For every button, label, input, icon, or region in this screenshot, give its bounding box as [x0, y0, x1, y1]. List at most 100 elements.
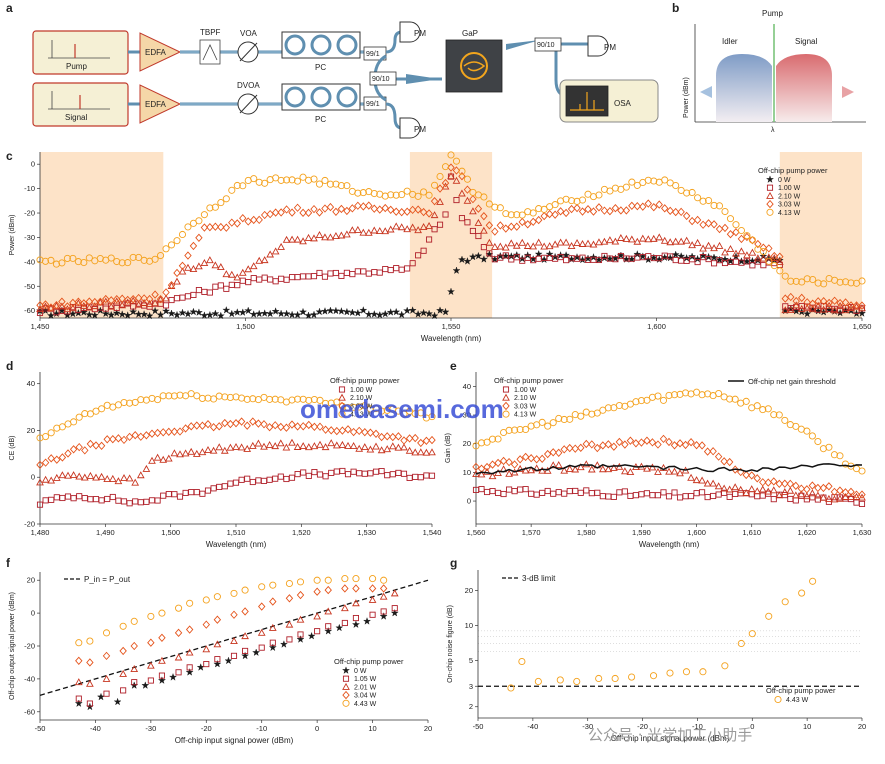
data-point	[245, 279, 252, 286]
data-point	[808, 481, 817, 490]
data-point	[299, 237, 307, 245]
data-point	[209, 446, 218, 454]
x-tick-label-1: 1,490	[96, 528, 115, 537]
data-point	[491, 203, 499, 211]
data-point	[387, 205, 395, 214]
y-tick-label-4: 2	[469, 702, 473, 711]
data-point	[659, 463, 668, 471]
data-point	[555, 489, 562, 496]
data-point	[260, 420, 268, 429]
b-pump-label: Pump	[762, 9, 783, 18]
data-point	[765, 244, 773, 253]
data-point	[69, 254, 77, 262]
data-point	[267, 276, 274, 283]
data-point	[494, 458, 502, 468]
data-point	[332, 207, 340, 216]
data-point	[260, 256, 269, 264]
data-point	[321, 273, 329, 280]
data-point	[277, 473, 284, 480]
data-point	[510, 460, 519, 469]
data-point	[400, 410, 408, 418]
data-point	[776, 252, 784, 261]
data-point	[332, 269, 339, 277]
data-point	[76, 493, 83, 500]
data-point	[195, 233, 203, 242]
data-point	[86, 471, 95, 479]
data-point	[297, 631, 304, 638]
data-point	[135, 253, 143, 262]
data-point	[742, 488, 751, 496]
data-point	[397, 310, 406, 319]
data-point	[36, 501, 44, 508]
data-point	[355, 444, 364, 452]
data-point	[463, 257, 472, 265]
data-point	[216, 311, 225, 320]
data-point	[261, 274, 268, 281]
data-point	[266, 395, 274, 403]
osa-label: OSA	[614, 99, 632, 108]
data-point	[584, 205, 592, 214]
data-point	[403, 207, 411, 216]
data-point	[775, 479, 783, 488]
data-point	[507, 211, 515, 219]
data-point	[513, 222, 521, 231]
data-point	[173, 268, 181, 278]
data-point	[556, 676, 564, 684]
data-point	[277, 208, 285, 217]
gap-microring	[460, 52, 488, 80]
data-point	[299, 442, 308, 450]
x-tick-label-6: 1,540	[423, 528, 442, 537]
pc-bottom-loop-2	[310, 86, 332, 108]
data-point	[91, 297, 99, 307]
data-point	[560, 415, 568, 424]
data-point	[210, 395, 218, 403]
pc-top-loops	[281, 31, 361, 59]
data-point	[241, 607, 249, 616]
data-point	[610, 442, 618, 451]
y-tick-label-3: 40	[27, 379, 35, 388]
data-point	[830, 495, 839, 503]
data-point	[375, 310, 384, 319]
data-point	[666, 179, 674, 187]
data-point	[87, 496, 94, 503]
data-point	[425, 221, 433, 229]
data-point	[192, 449, 201, 457]
data-point	[521, 466, 530, 474]
data-point	[759, 247, 767, 256]
data-point	[313, 587, 321, 596]
data-point	[333, 468, 340, 475]
pump-label: Pump	[66, 62, 87, 71]
data-point	[237, 417, 246, 426]
data-point	[792, 497, 799, 504]
x-tick-label-0: 1,480	[31, 528, 50, 537]
data-point	[256, 276, 263, 283]
data-point	[288, 176, 296, 184]
data-point	[304, 208, 313, 218]
data-point	[359, 306, 368, 314]
data-point	[58, 259, 66, 267]
y-tick-label-5: -50	[24, 282, 35, 291]
data-point	[554, 460, 563, 468]
data-point	[337, 182, 345, 190]
data-point	[101, 309, 110, 318]
data-point	[63, 305, 72, 313]
data-point	[211, 222, 220, 231]
x-axis-label: Wavelength (nm)	[639, 540, 700, 549]
y-tick-label-6: -60	[24, 306, 35, 315]
data-point	[622, 234, 631, 242]
data-point	[103, 475, 112, 482]
data-point	[147, 638, 155, 647]
edfa-signal-label: EDFA	[145, 100, 167, 109]
data-point	[726, 215, 735, 223]
data-point	[230, 589, 238, 597]
data-point	[165, 491, 172, 498]
data-point	[748, 235, 757, 245]
data-point	[327, 399, 335, 407]
data-point	[151, 255, 159, 263]
data-point	[376, 269, 383, 276]
signal-arrow	[842, 86, 854, 98]
data-point	[495, 489, 502, 496]
data-point	[742, 470, 750, 480]
y-tick-label-3: 3	[469, 682, 473, 691]
data-point	[699, 489, 706, 496]
